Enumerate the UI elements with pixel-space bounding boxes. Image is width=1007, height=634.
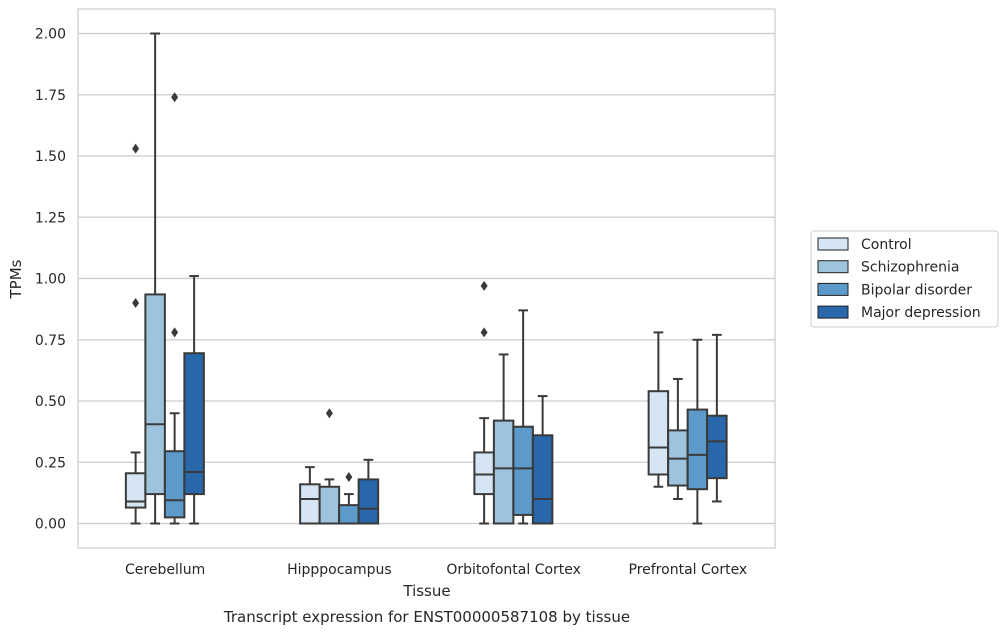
box-control bbox=[473, 280, 495, 525]
box-iqr bbox=[686, 408, 709, 491]
y-tick-label: 0.00 bbox=[35, 517, 66, 533]
x-tick-label: Hipppocampus bbox=[287, 562, 392, 578]
box-iqr bbox=[144, 293, 166, 496]
box-series bbox=[124, 32, 728, 525]
legend-label: Schizophrenia bbox=[861, 260, 959, 276]
box-schizophrenia bbox=[667, 377, 689, 500]
box-iqr bbox=[338, 504, 360, 525]
outlier-point bbox=[480, 280, 488, 291]
legend: Control Schizophrenia Bipolar disorder Majo… bbox=[810, 230, 999, 328]
box-bipolar-disorder bbox=[338, 471, 360, 525]
legend-swatch bbox=[817, 282, 849, 296]
legend-swatch bbox=[817, 305, 849, 319]
box-iqr bbox=[357, 478, 380, 525]
x-tick-label: Cerebellum bbox=[125, 562, 205, 578]
legend-frame bbox=[810, 230, 999, 328]
x-axis-ticks: Cerebellum Hipppocampus Orbitofontal Corte… bbox=[125, 562, 747, 578]
box-major-depression bbox=[357, 458, 380, 525]
y-tick-label: 1.50 bbox=[35, 149, 66, 165]
box-major-depression bbox=[183, 275, 205, 525]
outlier-point bbox=[345, 471, 353, 482]
box-schizophrenia bbox=[144, 32, 166, 525]
legend-swatch bbox=[817, 260, 849, 274]
y-tick-label: 2.00 bbox=[35, 27, 66, 43]
box-iqr bbox=[299, 483, 321, 525]
y-tick-label: 1.75 bbox=[35, 88, 66, 104]
legend-label: Control bbox=[861, 237, 912, 253]
x-tick-label: Orbitofontal Cortex bbox=[446, 562, 581, 578]
y-tick-label: 0.25 bbox=[35, 455, 66, 471]
legend-swatch bbox=[817, 237, 849, 251]
box-schizophrenia bbox=[318, 408, 341, 525]
box-control bbox=[647, 331, 670, 488]
box-bipolar-disorder bbox=[163, 92, 186, 525]
box-iqr bbox=[647, 390, 670, 476]
outlier-point bbox=[132, 298, 140, 308]
box-iqr bbox=[706, 414, 728, 480]
box-control bbox=[299, 466, 321, 525]
box-bipolar-disorder bbox=[686, 338, 709, 525]
box-major-depression bbox=[706, 333, 728, 503]
box-control bbox=[124, 143, 147, 525]
y-axis-ticks: 0.00 0.25 0.50 0.75 1.00 1.25 1.50 1.75 2.00 bbox=[35, 27, 66, 533]
y-tick-label: 1.25 bbox=[35, 210, 66, 226]
outlier-point bbox=[171, 92, 179, 103]
legend-label: Bipolar disorder bbox=[861, 282, 972, 298]
outlier-point bbox=[325, 408, 333, 419]
box-iqr bbox=[531, 434, 554, 525]
box-iqr bbox=[473, 451, 495, 496]
box-iqr bbox=[492, 419, 515, 525]
y-tick-label: 0.75 bbox=[35, 333, 66, 349]
x-tick-label: Prefrontal Cortex bbox=[629, 562, 748, 578]
box-iqr bbox=[318, 485, 341, 525]
legend-label: Major depression bbox=[861, 305, 981, 321]
y-tick-label: 1.00 bbox=[35, 272, 66, 288]
box-major-depression bbox=[531, 395, 554, 525]
box-iqr bbox=[512, 425, 534, 516]
outlier-point bbox=[171, 327, 179, 338]
x-axis-label: Tissue bbox=[402, 582, 450, 600]
outlier-point bbox=[480, 327, 488, 338]
y-axis-label: TPMs bbox=[7, 259, 25, 299]
box-bipolar-disorder bbox=[512, 309, 534, 525]
plot-frame bbox=[77, 8, 776, 549]
chart-caption: Transcript expression for ENST0000058710… bbox=[223, 608, 630, 626]
y-tick-label: 0.50 bbox=[35, 394, 66, 410]
box-iqr bbox=[183, 352, 205, 496]
box-schizophrenia bbox=[492, 353, 515, 525]
outlier-point bbox=[132, 143, 140, 154]
box-iqr bbox=[163, 450, 186, 519]
